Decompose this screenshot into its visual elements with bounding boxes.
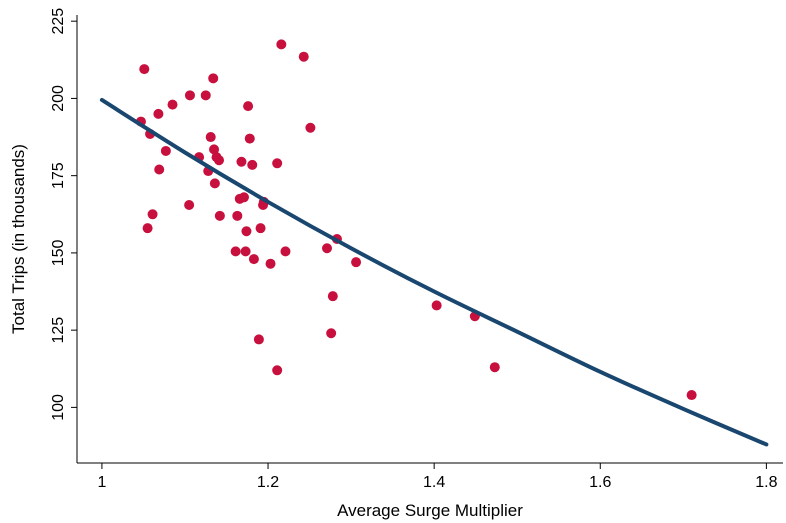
data-point (142, 223, 153, 234)
y-axis: 100 125 150 175 200 225 (50, 8, 77, 421)
data-point (205, 132, 216, 143)
data-point (232, 210, 243, 221)
data-point (209, 144, 220, 155)
x-axis-title: Average Surge Multiplier (337, 501, 523, 520)
data-point (322, 243, 333, 254)
data-point (238, 192, 249, 203)
data-point (214, 155, 225, 166)
data-point (272, 365, 283, 376)
data-point (209, 178, 220, 189)
x-tick-label: 1.8 (755, 474, 777, 491)
data-point (280, 246, 291, 257)
data-point (489, 362, 500, 373)
x-tick-label: 1.6 (589, 474, 611, 491)
y-tick-label: 175 (50, 162, 67, 189)
data-point (248, 254, 259, 265)
data-point (153, 108, 164, 119)
y-tick-label: 100 (50, 394, 67, 421)
data-point (298, 51, 309, 62)
data-point (276, 39, 287, 50)
data-point (167, 99, 178, 110)
fit-line (99, 97, 769, 447)
data-point (253, 334, 264, 345)
x-tick-label: 1.2 (257, 474, 279, 491)
data-point (147, 209, 158, 220)
plot-frame (76, 15, 783, 464)
data-point (265, 258, 276, 269)
data-point (351, 257, 362, 268)
data-point (272, 158, 283, 169)
data-point (200, 90, 211, 101)
y-tick-label: 150 (50, 239, 67, 266)
data-point (243, 101, 254, 112)
y-tick-label: 200 (50, 85, 67, 112)
data-point (184, 90, 195, 101)
x-tick-label: 1 (97, 474, 106, 491)
data-point (139, 64, 150, 75)
fit-line-layer (99, 97, 769, 447)
y-axis-title: Total Trips (in thousands) (9, 144, 28, 334)
scatter-points (135, 39, 697, 401)
y-tick-label: 225 (50, 8, 67, 35)
data-point (236, 156, 247, 167)
data-point (230, 246, 241, 257)
data-point (327, 291, 338, 302)
data-point (244, 133, 255, 144)
data-point (305, 122, 316, 133)
data-point (686, 390, 697, 401)
data-point (241, 226, 252, 237)
data-point (208, 73, 219, 84)
data-point (255, 223, 266, 234)
data-point (431, 300, 442, 311)
data-point (160, 145, 171, 156)
x-axis: 1 1.2 1.4 1.6 1.8 (97, 463, 778, 491)
data-point (247, 159, 258, 170)
data-point (214, 210, 225, 221)
x-tick-label: 1.4 (423, 474, 445, 491)
data-point (240, 246, 251, 257)
data-point (184, 200, 195, 211)
y-tick-label: 125 (50, 317, 67, 344)
data-point (326, 328, 337, 339)
data-point (154, 164, 165, 175)
